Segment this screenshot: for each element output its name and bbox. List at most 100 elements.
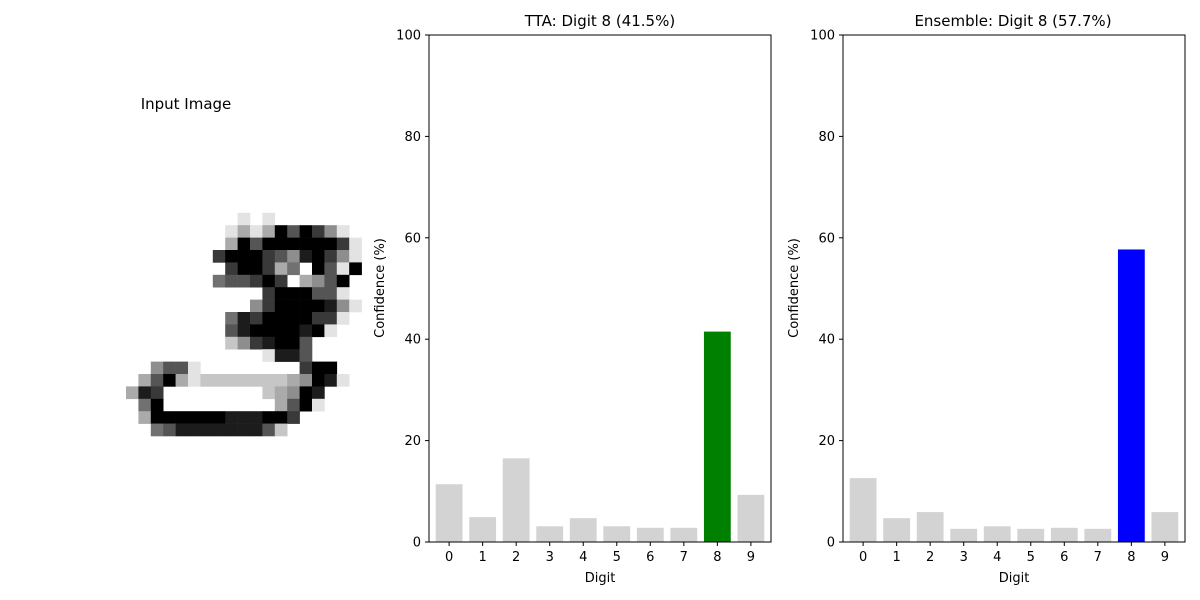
bar-0 (435, 484, 463, 542)
x-tick-label: 6 (1060, 550, 1068, 565)
pixel (299, 361, 313, 375)
pixel (287, 299, 300, 313)
pixel (287, 250, 300, 263)
pixel (262, 274, 276, 288)
pixel (299, 237, 313, 251)
pixel (287, 312, 300, 325)
pixel (188, 411, 201, 424)
pixel (312, 324, 325, 338)
pixel (274, 386, 288, 400)
pixel (237, 237, 251, 251)
x-tick-label: 2 (926, 550, 934, 565)
pixel (200, 423, 214, 437)
chart-title: TTA: Digit 8 (41.5%) (524, 12, 675, 30)
pixel (287, 324, 300, 338)
x-tick-label: 4 (993, 550, 1001, 565)
pixel (212, 374, 226, 387)
pixel (250, 274, 263, 288)
pixel (262, 250, 276, 263)
x-axis-label: Digit (585, 571, 616, 586)
pixel (175, 361, 189, 375)
y-tick-label: 20 (818, 434, 835, 449)
pixel (274, 262, 288, 276)
pixel (349, 299, 362, 313)
x-tick-label: 7 (1094, 550, 1102, 565)
bar-6 (636, 527, 664, 542)
y-axis: 0 20 40 60 80 100 (810, 29, 843, 551)
bar-3 (536, 526, 564, 542)
x-axis: 0 1 2 3 4 5 6 7 8 9 (445, 542, 755, 565)
pixel (262, 299, 276, 313)
pixel (274, 312, 288, 325)
pixel (237, 411, 251, 424)
bar-5 (1017, 528, 1045, 542)
x-axis: 0 1 2 3 4 5 6 7 8 9 (859, 542, 1169, 565)
y-tick-label: 100 (810, 29, 835, 44)
pixel (250, 299, 263, 313)
pixel (287, 374, 300, 387)
x-tick-label: 5 (613, 550, 621, 565)
pixel (138, 386, 152, 400)
pixel (262, 324, 276, 338)
pixel (237, 250, 251, 263)
pixel (299, 312, 313, 325)
pixel (250, 411, 263, 424)
x-tick-label: 9 (1161, 550, 1169, 565)
pixel (274, 374, 288, 387)
pixel (212, 411, 226, 424)
y-tick-label: 80 (404, 130, 421, 145)
bar-2 (916, 512, 944, 542)
bar-1 (469, 517, 497, 542)
pixel (138, 398, 152, 412)
bar-4 (983, 526, 1011, 542)
pixel (312, 386, 325, 400)
pixel (274, 423, 288, 437)
bar-group (435, 331, 765, 542)
y-tick-label: 60 (404, 231, 421, 246)
pixel (163, 423, 176, 437)
pixel (312, 262, 325, 276)
pixel (324, 361, 338, 375)
x-tick-label: 0 (445, 550, 453, 565)
pixel (175, 374, 189, 387)
pixel (225, 336, 238, 350)
pixel (188, 361, 201, 375)
pixel (274, 349, 288, 362)
pixel (287, 262, 300, 276)
bar-5 (603, 526, 631, 542)
pixel (287, 287, 300, 300)
pixel (312, 287, 325, 300)
pixel (336, 312, 350, 325)
pixel (299, 398, 313, 412)
pixel (312, 299, 325, 313)
pixel (175, 423, 189, 437)
y-tick-label: 20 (404, 434, 421, 449)
pixel (299, 349, 313, 362)
y-tick-label: 0 (827, 536, 835, 551)
pixel (150, 386, 164, 400)
pixel (349, 262, 362, 276)
pixel (287, 386, 300, 400)
pixel (237, 225, 251, 238)
bar-9 (1151, 512, 1179, 542)
pixel (150, 361, 164, 375)
pixel (262, 336, 276, 350)
pixel (126, 386, 139, 400)
pixel (188, 374, 201, 387)
pixel (336, 299, 350, 313)
y-tick-label: 80 (818, 130, 835, 145)
pixel (225, 250, 238, 263)
pixel (299, 287, 313, 300)
x-tick-label: 0 (859, 550, 867, 565)
pixel (262, 374, 276, 387)
pixel (237, 336, 251, 350)
pixel (312, 312, 325, 325)
pixel (250, 374, 263, 387)
pixel (299, 225, 313, 238)
pixel (237, 374, 251, 387)
input-image-title: Input Image (141, 95, 232, 113)
x-tick-label: 6 (646, 550, 654, 565)
x-tick-label: 8 (1127, 550, 1135, 565)
